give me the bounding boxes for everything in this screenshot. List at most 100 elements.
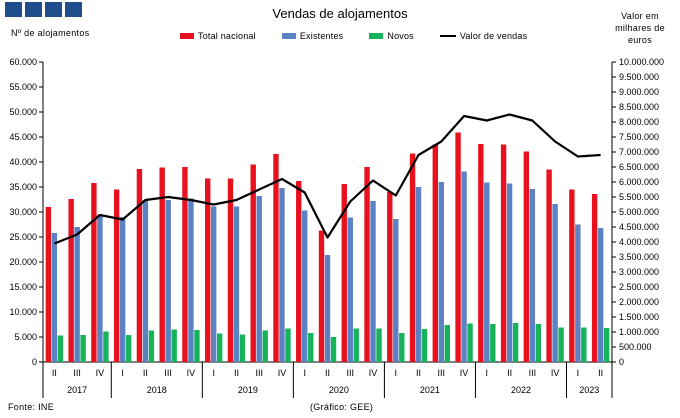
right-tick-label: 9.500.000 [619, 72, 659, 82]
right-axis-title-line: euros [627, 35, 652, 45]
bar-existentes [438, 182, 444, 362]
bar-total-nacional [227, 178, 234, 362]
right-tick-label: 9.000.000 [619, 87, 659, 97]
right-tick-label: 10.000.000 [619, 57, 664, 67]
right-tick-label: 3.500.000 [619, 252, 659, 262]
x-tick-label: IV [278, 368, 287, 378]
right-tick-label: 2.000.000 [619, 297, 659, 307]
right-tick-label: 5.000.000 [619, 207, 659, 217]
bar-existentes [97, 214, 103, 362]
bar-total-nacional [182, 167, 188, 362]
x-tick-label: II [598, 368, 603, 378]
bar-existentes [74, 227, 80, 362]
bar-novos [103, 331, 109, 362]
bar-novos [376, 328, 382, 362]
bar-novos [308, 333, 314, 362]
x-tick-label: II [325, 368, 330, 378]
bar-total-nacional [113, 189, 120, 362]
bar-existentes [119, 217, 126, 362]
bar-novos [148, 330, 155, 362]
year-label: 2020 [329, 385, 349, 395]
year-label: 2017 [67, 385, 87, 395]
left-tick-label: 5.000 [14, 332, 37, 342]
left-tick-label: 45.000 [9, 132, 37, 142]
left-tick-label: 50.000 [9, 107, 37, 117]
bar-existentes [370, 201, 376, 362]
bar-novos [262, 330, 268, 362]
legend-swatch-novos [369, 33, 384, 39]
bar-total-nacional [341, 184, 347, 362]
bar-novos [57, 335, 64, 362]
right-tick-label: 6.500.000 [619, 162, 659, 172]
right-tick-label: 8.000.000 [619, 117, 659, 127]
x-tick-label: II [234, 368, 239, 378]
left-tick-label: 10.000 [9, 307, 37, 317]
x-tick-label: I [395, 368, 398, 378]
right-tick-label: 8.500.000 [619, 102, 659, 112]
right-tick-label: 5.500.000 [619, 192, 659, 202]
x-tick-label: IV [187, 368, 196, 378]
bar-existentes [233, 206, 240, 362]
legend-swatch-total [180, 33, 194, 39]
bar-total-nacional [205, 178, 211, 362]
x-tick-label: I [303, 368, 306, 378]
right-tick-label: 500.000 [619, 342, 652, 352]
line-valor-de-vendas [53, 113, 601, 245]
right-tick-label: 1.000.000 [619, 327, 659, 337]
bar-total-nacional [546, 169, 552, 362]
legend-item-novos: Novos [369, 31, 414, 41]
legend-item-existentes: Existentes [281, 31, 344, 41]
bar-total-nacional [364, 167, 370, 362]
left-tick-label: 15.000 [9, 282, 37, 292]
right-tick-label: 0 [619, 357, 624, 367]
bar-novos [285, 328, 291, 362]
source-note: Fonte: INE [8, 402, 55, 412]
left-tick-label: 40.000 [9, 157, 37, 167]
bar-novos [444, 325, 450, 362]
x-tick-label: III [529, 368, 537, 378]
bar-existentes [552, 204, 558, 362]
bar-novos [217, 333, 223, 362]
right-tick-label: 4.500.000 [619, 222, 659, 232]
bar-existentes [211, 206, 217, 362]
x-tick-label: I [486, 368, 489, 378]
right-tick-label: 4.000.000 [619, 237, 659, 247]
bar-novos [421, 329, 428, 362]
left-tick-label: 30.000 [9, 207, 37, 217]
bar-total-nacional [136, 169, 143, 362]
legend: Total nacional Existentes Novos Valor de… [180, 31, 553, 41]
credit-note: (Gráfico: GEE) [310, 402, 374, 412]
year-label: 2023 [579, 385, 599, 395]
bar-novos [330, 337, 337, 362]
bar-total-nacional [250, 164, 256, 362]
bar-existentes [461, 171, 467, 362]
bar-total-nacional [387, 192, 393, 362]
bar-novos [490, 324, 496, 362]
bar-existentes [165, 200, 171, 362]
chart-title: Vendas de alojamentos [272, 6, 408, 21]
bar-total-nacional [523, 151, 530, 362]
right-tick-label: 1.500.000 [619, 312, 659, 322]
x-tick-label: III [73, 368, 81, 378]
left-tick-label: 55.000 [9, 82, 37, 92]
bar-existentes [347, 217, 353, 362]
right-tick-label: 7.500.000 [619, 132, 659, 142]
left-tick-label: 0 [32, 357, 37, 367]
bar-existentes [302, 210, 308, 362]
legend-label-valor: Valor de vendas [459, 31, 528, 41]
bar-novos [535, 324, 542, 362]
x-tick-label: IV [551, 368, 560, 378]
logo [5, 2, 82, 17]
bar-total-nacional [45, 207, 52, 362]
bar-total-nacional [455, 132, 461, 362]
x-tick-label: I [212, 368, 215, 378]
legend-item-total: Total nacional [180, 31, 256, 41]
year-label: 2018 [147, 385, 167, 395]
bar-novos [603, 328, 610, 362]
bar-total-nacional [569, 189, 575, 362]
bar-existentes [188, 198, 194, 362]
bar-novos [239, 334, 246, 362]
x-tick-label: II [507, 368, 512, 378]
x-tick-label: III [164, 368, 172, 378]
left-tick-label: 60.000 [9, 57, 37, 67]
